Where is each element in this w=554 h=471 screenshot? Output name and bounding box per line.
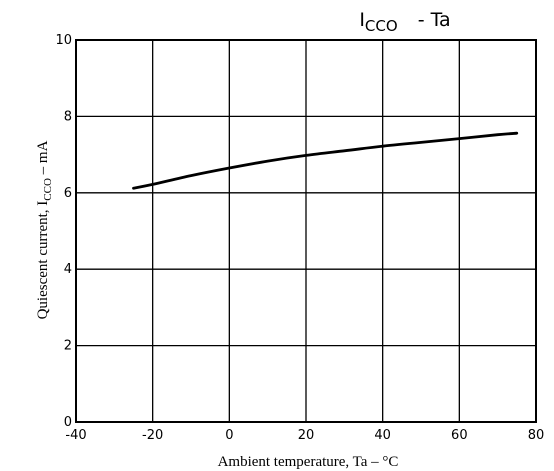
x-tick-label: -20 — [142, 428, 163, 443]
y-tick-label: 6 — [64, 186, 72, 201]
y-tick-label: 0 — [64, 415, 72, 430]
x-tick-label: 60 — [451, 428, 468, 443]
x-tick-label: 0 — [225, 428, 233, 443]
y-axis-label: Quiescent current, ICCO – mA — [35, 140, 54, 319]
y-tick-label: 4 — [64, 262, 72, 277]
x-tick-label: -40 — [65, 428, 86, 443]
svg-text:ICCO- Ta: ICCO - Ta — [359, 9, 450, 35]
x-tick-label: 20 — [298, 428, 315, 443]
y-tick-label: 10 — [55, 33, 72, 48]
y-axis-label-rest: – mA — [35, 140, 51, 178]
chart-title-rest: - Ta — [418, 9, 451, 31]
chart-title: ICCO - Ta — [359, 9, 450, 35]
series-line — [132, 131, 519, 190]
x-tick-label: 40 — [374, 428, 391, 443]
series-group — [132, 131, 519, 190]
y-axis-label-subscript: CCO — [42, 178, 54, 201]
plot-frame — [75, 39, 537, 423]
chart-title-main: I — [359, 9, 365, 31]
x-tick-labels: -40 -20 0 20 40 60 80 — [65, 428, 544, 443]
grid-lines — [76, 40, 536, 422]
y-axis-label-main: Quiescent current, I — [35, 201, 51, 320]
y-tick-label: 2 — [64, 339, 72, 354]
x-axis-label: Ambient temperature, Ta – °C — [218, 454, 399, 470]
y-tick-labels: 0 2 4 6 8 10 — [55, 33, 72, 430]
y-tick-label: 8 — [64, 109, 72, 124]
chart-title-subscript: CCO — [365, 17, 398, 35]
x-tick-label: 80 — [528, 428, 545, 443]
